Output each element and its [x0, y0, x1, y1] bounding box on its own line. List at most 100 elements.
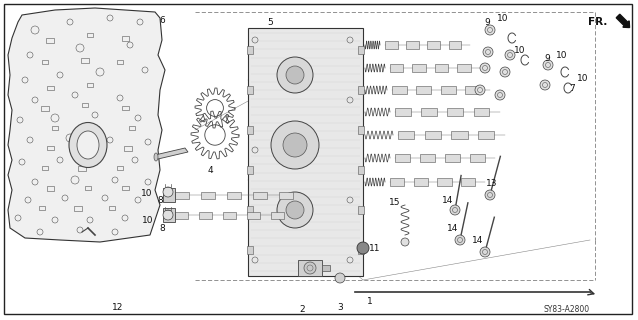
Bar: [358, 86, 364, 94]
Bar: [385, 41, 397, 49]
Bar: [47, 186, 54, 190]
Bar: [478, 131, 494, 139]
Text: 9: 9: [484, 18, 490, 27]
Circle shape: [455, 235, 465, 245]
Circle shape: [357, 242, 369, 254]
Circle shape: [401, 238, 409, 246]
Text: 3: 3: [337, 303, 343, 313]
FancyBboxPatch shape: [248, 28, 363, 276]
Bar: [447, 108, 463, 116]
Circle shape: [304, 262, 316, 274]
Bar: [358, 246, 364, 254]
Bar: [47, 86, 54, 90]
Bar: [358, 46, 364, 54]
Bar: [253, 191, 267, 198]
Circle shape: [283, 133, 307, 157]
Bar: [47, 146, 54, 150]
Circle shape: [485, 25, 495, 35]
Bar: [223, 212, 236, 219]
Bar: [247, 212, 260, 219]
Bar: [390, 178, 404, 186]
Circle shape: [495, 90, 505, 100]
Bar: [121, 106, 128, 110]
Bar: [78, 165, 86, 171]
Bar: [466, 86, 480, 94]
Bar: [175, 191, 189, 198]
Circle shape: [286, 66, 304, 84]
Bar: [322, 265, 330, 271]
Circle shape: [480, 63, 490, 73]
Text: 5: 5: [267, 18, 273, 27]
Bar: [87, 83, 93, 87]
Text: 15: 15: [389, 197, 401, 206]
Circle shape: [505, 50, 515, 60]
Bar: [438, 178, 452, 186]
Bar: [52, 126, 58, 130]
Bar: [452, 131, 468, 139]
Circle shape: [163, 187, 173, 197]
Text: 10: 10: [514, 45, 526, 54]
Bar: [129, 126, 135, 130]
Text: 8: 8: [159, 223, 165, 233]
Bar: [358, 166, 364, 174]
Text: 12: 12: [112, 303, 124, 313]
Text: 14: 14: [442, 196, 454, 204]
Text: 10: 10: [577, 74, 589, 83]
Bar: [271, 212, 284, 219]
Bar: [445, 154, 460, 162]
Text: 11: 11: [369, 244, 381, 252]
Bar: [163, 188, 175, 202]
Text: 6: 6: [159, 15, 165, 25]
Bar: [413, 64, 426, 72]
Bar: [227, 191, 241, 198]
Text: 10: 10: [142, 215, 154, 225]
Bar: [121, 36, 128, 41]
Bar: [46, 37, 54, 43]
Bar: [85, 186, 91, 190]
Text: 10: 10: [556, 51, 568, 60]
Bar: [425, 131, 441, 139]
Bar: [390, 64, 403, 72]
Text: 2: 2: [299, 306, 305, 315]
Bar: [461, 178, 475, 186]
Polygon shape: [155, 148, 188, 159]
Text: 8: 8: [157, 196, 163, 204]
Bar: [87, 33, 93, 37]
Ellipse shape: [77, 131, 99, 159]
Bar: [74, 205, 82, 211]
Text: 13: 13: [486, 179, 498, 188]
Text: 7: 7: [569, 84, 575, 92]
Circle shape: [277, 57, 313, 93]
FancyArrow shape: [616, 14, 630, 28]
Circle shape: [543, 60, 553, 70]
Bar: [449, 41, 461, 49]
Bar: [247, 126, 253, 134]
Text: 4: 4: [207, 165, 213, 174]
Bar: [395, 108, 411, 116]
Bar: [39, 206, 45, 210]
Bar: [358, 206, 364, 214]
Text: 10: 10: [497, 13, 508, 22]
Circle shape: [485, 190, 495, 200]
Bar: [470, 154, 485, 162]
Bar: [247, 206, 253, 214]
Circle shape: [480, 247, 490, 257]
Bar: [435, 64, 449, 72]
Bar: [124, 146, 132, 150]
Bar: [474, 108, 489, 116]
Bar: [414, 178, 428, 186]
Bar: [117, 166, 123, 170]
Bar: [358, 126, 364, 134]
Polygon shape: [8, 8, 165, 242]
Bar: [279, 191, 293, 198]
Bar: [406, 41, 419, 49]
Ellipse shape: [154, 153, 158, 161]
Bar: [91, 125, 99, 131]
Bar: [398, 131, 414, 139]
Circle shape: [475, 85, 485, 95]
Bar: [247, 46, 253, 54]
Bar: [81, 58, 89, 62]
Circle shape: [286, 201, 304, 219]
Bar: [82, 103, 88, 107]
Bar: [201, 191, 215, 198]
